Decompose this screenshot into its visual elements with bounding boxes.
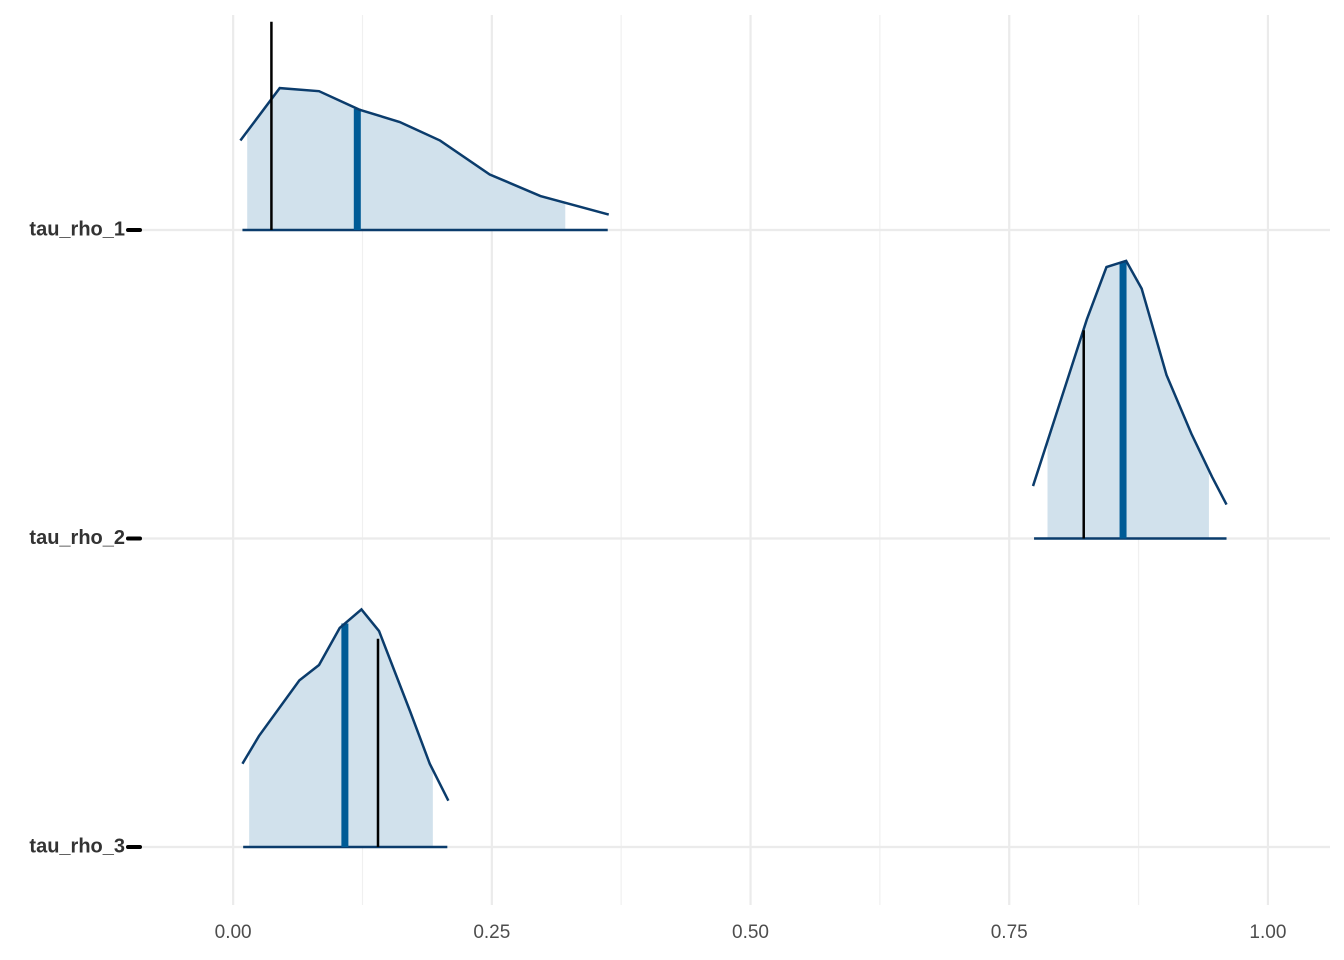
- x-tick-label: 0.50: [732, 922, 769, 943]
- x-tick-label: 0.25: [473, 922, 510, 943]
- x-tick-label: 1.00: [1249, 922, 1286, 943]
- density-curve: [241, 607, 450, 802]
- interval-area: [249, 609, 433, 847]
- x-tick-label: 0.75: [991, 922, 1028, 943]
- density-curve: [1031, 259, 1228, 506]
- interval-area: [247, 88, 566, 230]
- y-tick-label: tau_rho_3: [29, 835, 125, 857]
- x-tick-label: 0.00: [215, 922, 252, 943]
- interval-area: [1047, 260, 1209, 539]
- density-curve: [239, 86, 610, 216]
- y-tick-label: tau_rho_1: [29, 218, 125, 240]
- y-tick-label: tau_rho_2: [29, 527, 125, 549]
